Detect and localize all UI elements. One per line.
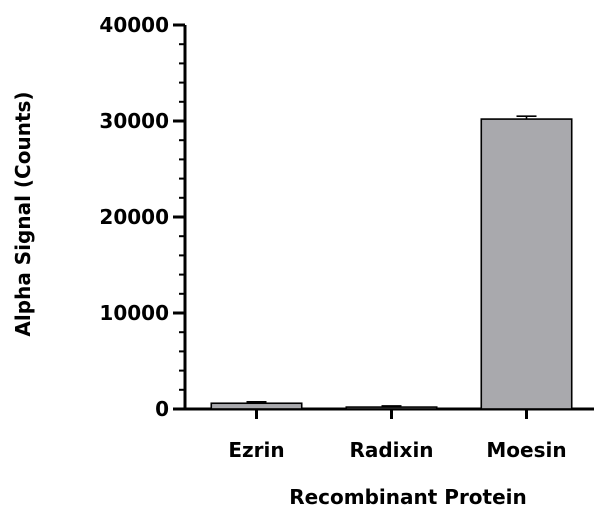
x-tick-label: Ezrin: [228, 438, 284, 462]
y-tick-label: 20000: [99, 205, 169, 229]
bar-radixin: [345, 406, 438, 410]
y-tick-label: 40000: [99, 13, 169, 37]
bar-ezrin: [210, 402, 303, 410]
x-axis: Ezrin Radixin Moesin: [183, 407, 594, 462]
y-tick-label: 30000: [99, 109, 169, 133]
bar-moesin: [480, 118, 573, 410]
x-axis-title: Recombinant Protein: [289, 485, 527, 509]
x-tick-label: Moesin: [486, 438, 566, 462]
y-axis-title: Alpha Signal (Counts): [11, 91, 35, 336]
x-tick-label: Radixin: [349, 438, 433, 462]
bars: [210, 115, 573, 410]
y-axis: 0 10000 20000 30000 40000: [99, 13, 187, 421]
y-tick-label: 10000: [99, 301, 169, 325]
y-tick-label: 0: [155, 397, 169, 421]
